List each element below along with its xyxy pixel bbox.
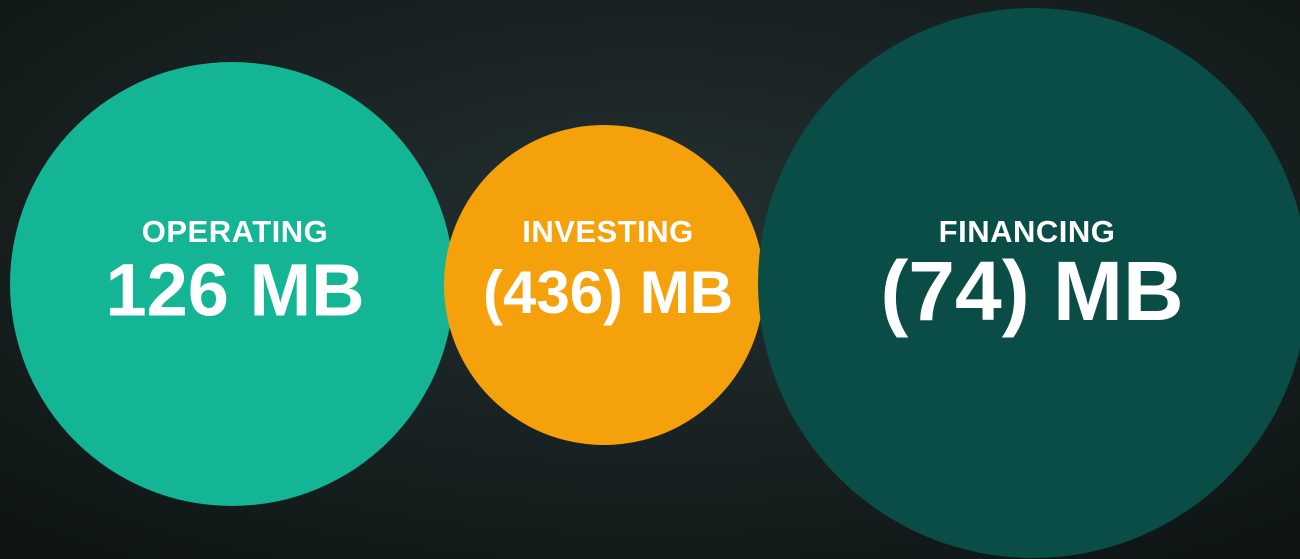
slide: OPERATING 126 MB INVESTING (436) MB FINA… [0, 0, 1300, 559]
investing-label: INVESTING [522, 214, 694, 249]
operating-value: 126 MB [105, 249, 364, 332]
financing-group: FINANCING (74) MB [758, 8, 1300, 558]
operating-group: OPERATING 126 MB [10, 62, 454, 506]
operating-label: OPERATING [142, 214, 329, 249]
investing-group: INVESTING (436) MB [444, 125, 764, 445]
investing-value: (436) MB [483, 259, 733, 326]
financing-value: (74) MB [880, 244, 1183, 338]
page: {"items": [ {"label": "OPERATING", "valu… [0, 0, 1300, 559]
